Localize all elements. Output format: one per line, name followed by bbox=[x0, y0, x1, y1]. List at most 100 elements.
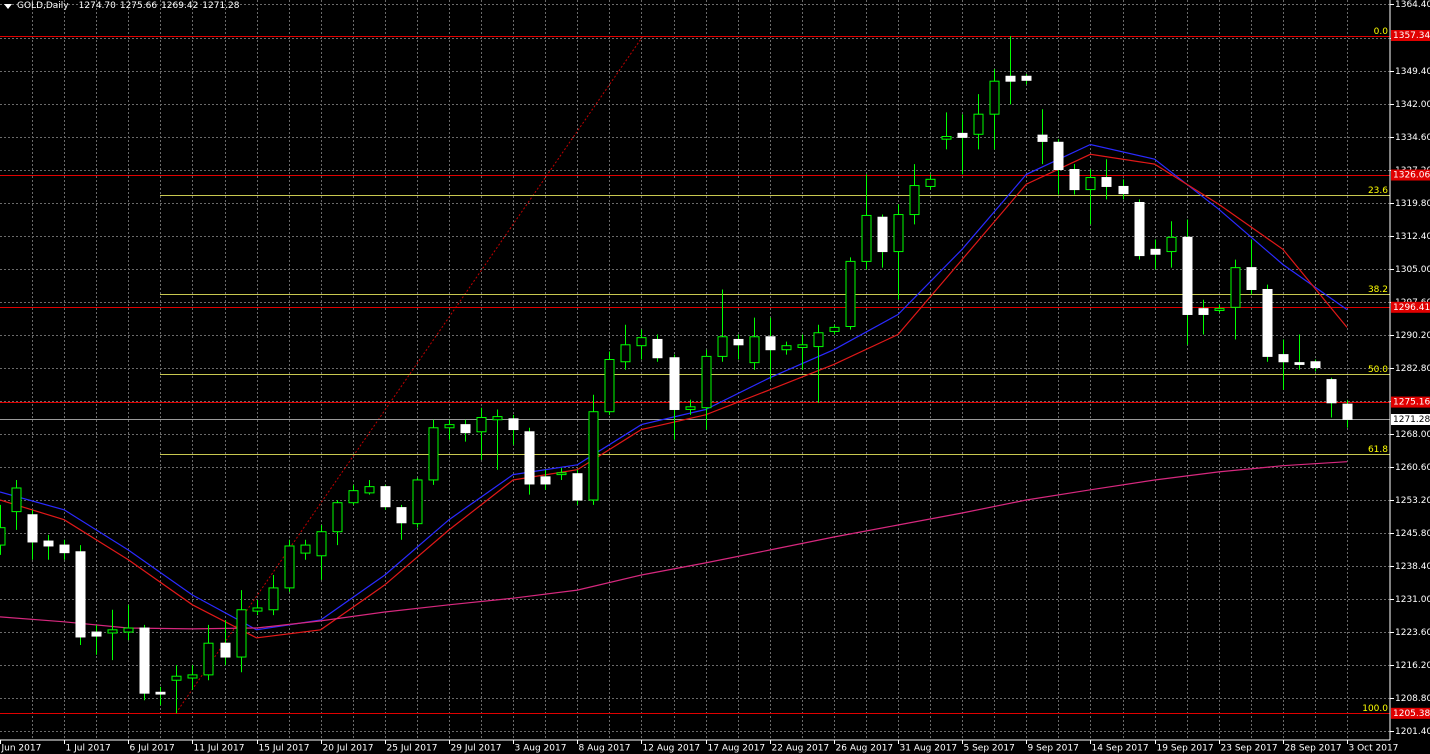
candle-body bbox=[749, 336, 760, 364]
candle-body bbox=[268, 587, 279, 611]
y-tick-label: 1245.80 bbox=[1395, 529, 1430, 539]
candle-body bbox=[171, 675, 182, 681]
y-tick-label: 1334.60 bbox=[1395, 133, 1430, 143]
candle-body bbox=[524, 431, 535, 485]
candle-body bbox=[781, 345, 792, 351]
candle-body bbox=[1294, 362, 1305, 365]
candle-body bbox=[941, 135, 952, 140]
candle-body bbox=[1310, 361, 1321, 369]
moving-average bbox=[0, 461, 1348, 630]
x-tick-label: 1 Jul 2017 bbox=[66, 744, 111, 754]
fib-label: 0.0 bbox=[1374, 27, 1389, 37]
candle-body bbox=[973, 113, 984, 135]
x-tick-label: 20 Jul 2017 bbox=[323, 744, 374, 754]
candle-body bbox=[107, 629, 118, 634]
bid-label: 1271.28 bbox=[1393, 415, 1430, 425]
candle-body bbox=[1005, 75, 1016, 82]
quotes: 1274.70 1275.66 1269.42 1271.28 bbox=[79, 1, 240, 11]
candle-body bbox=[444, 424, 455, 429]
y-tick-label: 1216.20 bbox=[1395, 661, 1430, 671]
candle-body bbox=[139, 627, 150, 694]
candle-body bbox=[765, 336, 776, 351]
candle-body bbox=[252, 607, 263, 612]
candle-body bbox=[540, 476, 551, 485]
menu-triangle bbox=[4, 3, 12, 9]
trend-line bbox=[175, 35, 644, 714]
candle-body bbox=[1262, 288, 1273, 357]
candle-body bbox=[1198, 308, 1209, 315]
x-tick-label: 17 Aug 2017 bbox=[708, 744, 766, 754]
x-tick-label: 28 Sep 2017 bbox=[1285, 744, 1342, 754]
x-tick-label: 26 Aug 2017 bbox=[836, 744, 894, 754]
quote-low: 1269.42 bbox=[161, 1, 199, 11]
x-tick-label: 31 Aug 2017 bbox=[900, 744, 958, 754]
y-tick-label: 1342.00 bbox=[1395, 100, 1430, 110]
candle-body bbox=[284, 545, 295, 589]
y-tick-label: 1290.20 bbox=[1395, 331, 1430, 341]
fib-label: 38.2 bbox=[1368, 285, 1388, 295]
candle-body bbox=[1150, 248, 1161, 255]
candle-body bbox=[909, 185, 920, 216]
candle-body bbox=[1037, 134, 1048, 142]
candle-body bbox=[1053, 141, 1064, 170]
chart-title: GOLD,Daily bbox=[17, 1, 69, 11]
y-tick-label: 1319.80 bbox=[1395, 199, 1430, 209]
level-label: 1275.16 bbox=[1393, 398, 1430, 408]
y-tick-label: 1253.20 bbox=[1395, 496, 1430, 506]
x-tick-label: 3 Aug 2017 bbox=[515, 744, 567, 754]
y-tick-label: 1223.60 bbox=[1395, 628, 1430, 638]
candle-body bbox=[957, 132, 968, 138]
candle-body bbox=[1166, 236, 1177, 253]
candle-body bbox=[332, 502, 343, 533]
candle-body bbox=[1069, 168, 1080, 191]
y-tick-label: 1268.00 bbox=[1395, 430, 1430, 440]
x-tick-label: 19 Sep 2017 bbox=[1157, 744, 1214, 754]
candle-body bbox=[11, 487, 22, 513]
candle-body bbox=[220, 642, 231, 658]
chart-header: GOLD,Daily 1274.70 1275.66 1269.42 1271.… bbox=[4, 1, 240, 11]
level-label-box bbox=[1391, 169, 1430, 181]
candle-body bbox=[300, 544, 311, 554]
candle-body bbox=[845, 260, 856, 328]
level-label-box bbox=[1391, 396, 1430, 408]
x-tick-label: 14 Sep 2017 bbox=[1092, 744, 1149, 754]
x-tick-label: 11 Jul 2017 bbox=[194, 744, 245, 754]
candle-body bbox=[701, 355, 712, 409]
candle-body bbox=[75, 551, 86, 638]
fib-label: 50.0 bbox=[1368, 365, 1388, 375]
x-tick-label: 6 Jul 2017 bbox=[130, 744, 175, 754]
candle-body bbox=[316, 531, 327, 557]
candle-body bbox=[396, 507, 407, 524]
candle-body bbox=[1134, 202, 1145, 257]
candle-body bbox=[1214, 308, 1225, 311]
x-tick-label: Jun 2017 bbox=[1, 744, 42, 754]
candle-body bbox=[348, 490, 359, 504]
candle-body bbox=[1342, 403, 1353, 420]
x-tick-label: 29 Jul 2017 bbox=[451, 744, 502, 754]
y-tick-label: 1208.80 bbox=[1395, 694, 1430, 704]
candle-body bbox=[829, 326, 840, 332]
candle-body bbox=[123, 627, 134, 633]
candle-body bbox=[636, 337, 647, 347]
candle-body bbox=[236, 609, 247, 658]
y-tick-label: 1238.40 bbox=[1395, 562, 1430, 572]
y-tick-label: 1349.40 bbox=[1395, 67, 1430, 77]
quote-high: 1275.66 bbox=[119, 1, 158, 11]
moving-average bbox=[0, 153, 1348, 639]
candle-body bbox=[604, 359, 615, 413]
x-tick-label: 22 Aug 2017 bbox=[772, 744, 830, 754]
candle-body bbox=[460, 424, 471, 434]
candle-body bbox=[0, 527, 6, 546]
level-label: 1296.41 bbox=[1393, 303, 1430, 313]
candle-body bbox=[1230, 267, 1241, 308]
level-label: 1205.38 bbox=[1393, 709, 1430, 719]
candle-body bbox=[412, 479, 423, 525]
x-tick-label: 23 Sep 2017 bbox=[1221, 744, 1278, 754]
candle-body bbox=[861, 214, 872, 262]
level-label-box bbox=[1391, 30, 1430, 42]
level-label: 1326.06 bbox=[1393, 171, 1430, 181]
x-tick-label: 25 Jul 2017 bbox=[387, 744, 438, 754]
candle-body bbox=[989, 80, 1000, 115]
y-tick-label: 1312.40 bbox=[1395, 232, 1430, 242]
moving-average bbox=[0, 143, 1348, 631]
